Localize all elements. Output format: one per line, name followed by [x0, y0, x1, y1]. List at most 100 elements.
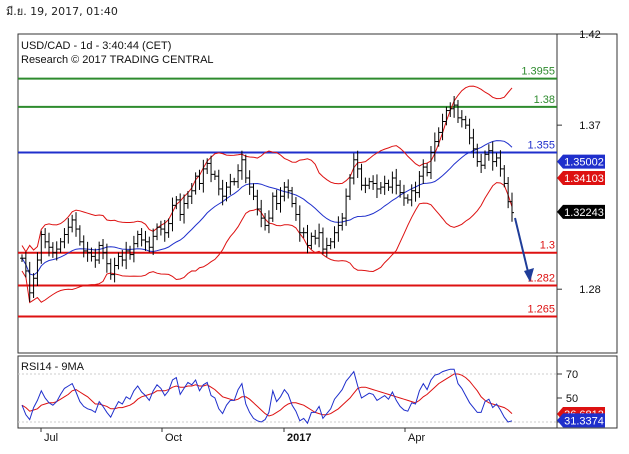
price-bar [490, 141, 495, 171]
price-bar [93, 248, 98, 268]
price-bar [20, 254, 24, 263]
time-axis: Jul Oct 2017 Apr [40, 428, 425, 444]
rsi-title: RSI14 - 9MA [21, 361, 85, 373]
price-bar [309, 232, 314, 250]
price-bar [112, 257, 117, 283]
rsi-panel [17, 355, 558, 429]
level-label-1.265: 1.265 [527, 304, 555, 316]
price-bar [482, 150, 487, 170]
price-bar [506, 177, 511, 209]
price-bar [336, 216, 341, 242]
price-bar [320, 227, 325, 255]
price-bar [432, 132, 437, 162]
price-bar [35, 252, 40, 287]
price-bar [340, 212, 345, 231]
price-bar [440, 113, 445, 141]
price-bar [344, 188, 349, 226]
forecast-arrow [514, 217, 534, 282]
price-bar [259, 199, 264, 228]
price-bar [382, 175, 387, 195]
price-badge-pivot [557, 154, 605, 169]
rsi-lines: 70503036.681331.3374 [18, 368, 605, 429]
time-tick-label: 2017 [287, 432, 311, 444]
price-bar [182, 194, 187, 224]
price-bar [205, 158, 210, 175]
price-bar [185, 191, 190, 209]
price-bar [66, 218, 71, 244]
price-bar [143, 230, 148, 251]
price-bar [128, 245, 133, 260]
price-bar [23, 251, 28, 278]
price-bar [212, 170, 217, 181]
price-bar [27, 261, 32, 302]
price-bar [193, 172, 198, 195]
price-bar [510, 192, 514, 222]
price-bar [417, 171, 422, 198]
price-bar [151, 228, 156, 256]
price-bar [216, 169, 221, 196]
price-bar [413, 181, 418, 202]
price-bar [70, 214, 75, 233]
price-bar [228, 173, 233, 195]
price-bar [43, 228, 48, 249]
price-bar [459, 110, 464, 128]
price-bar [290, 186, 295, 208]
price-bar [390, 171, 395, 194]
price-bar [266, 210, 271, 234]
price-bar [62, 228, 67, 249]
price-bar [131, 235, 136, 263]
chart-subtitle: Research © 2017 TRADING CENTRAL [21, 54, 214, 66]
price-bar [386, 179, 391, 191]
price-bar [31, 273, 36, 298]
price-bar [255, 189, 260, 216]
price-bar [104, 243, 109, 273]
price-bar [97, 241, 102, 264]
price-bar [135, 230, 140, 248]
price-bar [286, 179, 291, 199]
price-badge-label: 1.34103 [564, 173, 604, 185]
rsi-ma-line [21, 373, 513, 417]
price-bar [359, 163, 364, 191]
price-bar [89, 247, 94, 262]
price-bar [178, 193, 183, 221]
price-bar [313, 229, 318, 245]
price-bar [328, 237, 333, 250]
bollinger-upper [21, 85, 513, 253]
price-bar [50, 242, 55, 258]
price-bar [471, 128, 476, 158]
price-bar [398, 180, 403, 198]
level-label-1.3955: 1.3955 [521, 66, 555, 78]
price-bar [293, 197, 298, 221]
price-bar [220, 179, 225, 206]
price-bar [77, 225, 82, 246]
price-bar [351, 153, 356, 185]
rsi-tick-label: 50 [566, 393, 578, 405]
price-bar [282, 181, 287, 202]
price-bar [108, 258, 113, 280]
time-tick-label: Apr [408, 432, 425, 444]
level-label-1.355: 1.355 [527, 139, 555, 151]
price-badge-price [557, 204, 605, 219]
price-axis-ticks: 1.42 1.37 1.28 1.35002 1.34103 1.32243 [557, 29, 605, 296]
price-bar [170, 197, 175, 232]
price-bar [448, 102, 453, 118]
price-bar [189, 183, 194, 204]
price-bar [374, 174, 379, 199]
time-tick-label: Oct [165, 432, 182, 444]
price-bar [120, 249, 125, 267]
price-bar [486, 144, 491, 161]
level-label-1.38: 1.38 [534, 94, 555, 106]
level-label-1.282: 1.282 [527, 273, 555, 285]
price-bars [20, 96, 514, 302]
price-bar [452, 96, 457, 118]
arrow-shaft [514, 217, 530, 277]
price-bar [54, 241, 59, 261]
price-bar [236, 164, 241, 189]
bollinger-bands [21, 85, 513, 304]
price-bar [378, 181, 383, 195]
price-bar [494, 152, 499, 167]
price-bar [101, 238, 106, 260]
price-bar [355, 150, 360, 178]
price-bar [270, 192, 275, 222]
